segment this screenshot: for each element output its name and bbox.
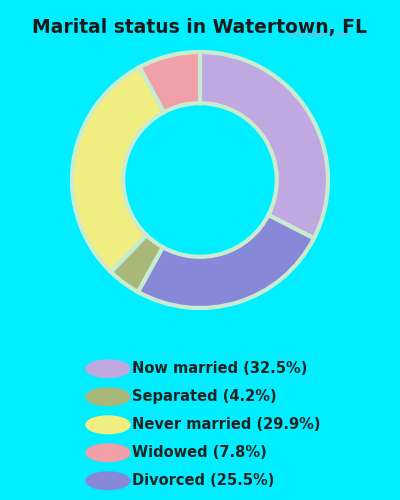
Wedge shape xyxy=(111,235,163,292)
Circle shape xyxy=(86,416,130,434)
Text: City-Data.com: City-Data.com xyxy=(286,30,350,38)
Circle shape xyxy=(86,388,130,406)
Wedge shape xyxy=(140,52,200,112)
Wedge shape xyxy=(200,52,328,238)
Text: Divorced (25.5%): Divorced (25.5%) xyxy=(132,474,274,488)
Text: Now married (32.5%): Now married (32.5%) xyxy=(132,362,307,376)
Wedge shape xyxy=(72,67,164,272)
Text: Never married (29.9%): Never married (29.9%) xyxy=(132,418,320,432)
Text: Widowed (7.8%): Widowed (7.8%) xyxy=(132,446,267,460)
Circle shape xyxy=(86,472,130,490)
Circle shape xyxy=(86,444,130,462)
Text: Marital status in Watertown, FL: Marital status in Watertown, FL xyxy=(32,18,368,36)
Wedge shape xyxy=(138,215,314,308)
Circle shape xyxy=(86,360,130,378)
Text: Separated (4.2%): Separated (4.2%) xyxy=(132,390,277,404)
